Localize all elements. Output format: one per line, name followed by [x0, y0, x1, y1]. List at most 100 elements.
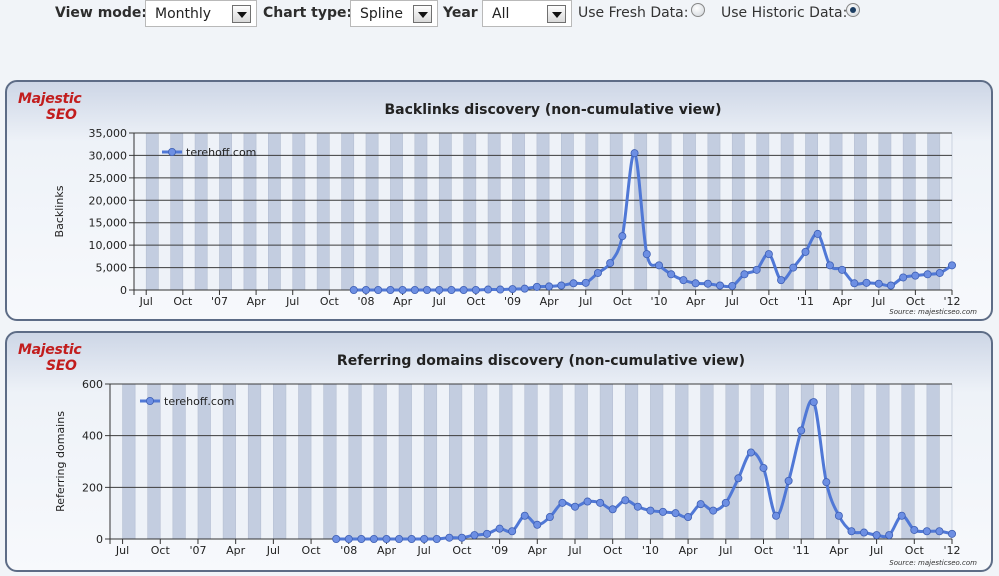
data-point: [545, 513, 554, 522]
data-point: [872, 531, 881, 540]
plot-band: [695, 133, 709, 290]
majestic-seo-logo: Majestic SEO: [18, 342, 82, 374]
data-point: [471, 285, 480, 294]
chevron-down-icon[interactable]: [413, 5, 432, 23]
plot-band: [927, 133, 941, 290]
plot-band: [487, 384, 500, 539]
chevron-down-icon[interactable]: [547, 5, 566, 23]
y-tick-label: 5,000: [96, 262, 128, 275]
y-tick-label: 30,000: [89, 149, 128, 162]
plot-band: [750, 384, 764, 539]
plot-band: [323, 384, 337, 539]
data-point: [606, 259, 615, 268]
fresh-data-label: Use Fresh Data:: [578, 5, 689, 21]
data-point: [470, 531, 479, 540]
data-point: [654, 261, 663, 270]
data-point: [533, 520, 542, 529]
plot-band: [842, 133, 855, 290]
plot-band: [744, 133, 757, 290]
x-tick-label: Apr: [247, 295, 267, 308]
plot-band: [147, 384, 161, 539]
plot-band: [713, 384, 727, 539]
x-tick-label: '08: [340, 544, 357, 557]
legend-label: terehoff.com: [186, 146, 256, 159]
data-point: [850, 279, 859, 288]
plot-band: [285, 384, 299, 539]
data-point: [520, 284, 529, 293]
data-point: [349, 285, 358, 294]
data-point: [520, 511, 529, 520]
plot-band: [889, 384, 903, 539]
plot-band: [901, 384, 915, 539]
plot-band: [562, 384, 576, 539]
data-point: [447, 285, 456, 294]
year-select[interactable]: All: [482, 0, 572, 27]
plot-band: [197, 384, 211, 539]
historic-data-radio[interactable]: [846, 3, 860, 17]
x-tick-label: Jul: [115, 544, 129, 557]
data-point: [495, 524, 504, 533]
data-point: [834, 511, 843, 520]
plot-band: [585, 133, 599, 290]
plot-band: [411, 384, 425, 539]
plot-band: [223, 384, 236, 539]
data-point: [822, 478, 831, 487]
plot-band: [650, 384, 664, 539]
data-point: [703, 279, 712, 288]
data-point: [862, 278, 871, 287]
data-point: [569, 279, 578, 288]
chevron-down-icon[interactable]: [232, 5, 251, 23]
plot-band: [439, 133, 452, 290]
data-point: [386, 285, 395, 294]
data-point: [885, 531, 894, 540]
data-point: [642, 250, 651, 259]
chart-type-value: Spline: [360, 6, 404, 22]
x-tick-label: '10: [642, 544, 659, 557]
view-mode-label: View mode:: [55, 5, 148, 21]
plot-band: [622, 133, 635, 290]
data-point: [395, 534, 404, 543]
data-point: [570, 502, 579, 511]
plot-band: [838, 384, 852, 539]
plot-band: [160, 384, 174, 539]
fresh-data-radio[interactable]: [691, 3, 705, 17]
chart-type-label: Chart type:: [263, 5, 353, 21]
plot-band: [390, 133, 403, 290]
data-point: [809, 398, 818, 407]
plot-band: [878, 133, 892, 290]
data-point: [435, 285, 444, 294]
plot-band: [826, 384, 840, 539]
plot-band: [662, 384, 676, 539]
y-tick-label: 15,000: [89, 217, 128, 230]
year-value: All: [492, 6, 510, 22]
plot-band: [587, 384, 601, 539]
plot-band: [386, 384, 400, 539]
plot-band: [646, 133, 660, 290]
plot-band: [207, 133, 220, 290]
data-point: [496, 285, 505, 294]
x-tick-label: Jul: [725, 295, 739, 308]
x-tick-label: Jul: [718, 544, 732, 557]
chart-type-select[interactable]: Spline: [350, 0, 438, 27]
plot-band: [256, 133, 269, 290]
x-tick-label: Oct: [613, 295, 633, 308]
data-point: [432, 534, 441, 543]
view-mode-select[interactable]: Monthly: [145, 0, 257, 27]
plot-band: [436, 384, 450, 539]
plot-band: [573, 133, 587, 290]
data-point: [746, 448, 755, 457]
x-tick-label: Jul: [417, 544, 431, 557]
plot-band: [817, 133, 831, 290]
plot-band: [805, 133, 819, 290]
plot-band: [341, 133, 355, 290]
plot-band: [474, 384, 488, 539]
data-point: [847, 527, 856, 536]
plot-band: [549, 133, 562, 290]
x-tick-label: Apr: [679, 544, 699, 557]
x-tick-label: Oct: [759, 295, 779, 308]
historic-data-label: Use Historic Data:: [721, 5, 848, 21]
plot-band: [451, 133, 464, 290]
x-tick-label: Apr: [528, 544, 548, 557]
backlinks-chart-panel: Majestic SEO Backlinks discovery (non-cum…: [5, 80, 993, 321]
y-tick-label: 10,000: [89, 239, 128, 252]
